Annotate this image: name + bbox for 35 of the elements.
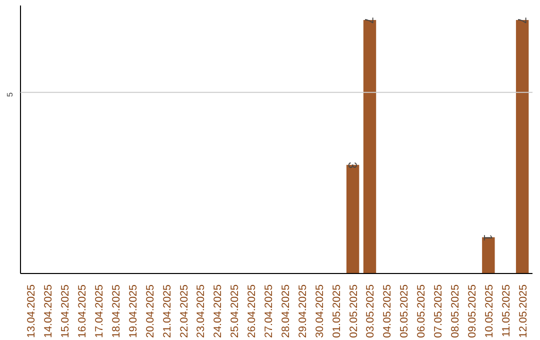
- x-tick-label: 14.04.2025: [42, 284, 55, 338]
- x-tick-label: 16.04.2025: [76, 284, 89, 338]
- x-tick-label: 29.04.2025: [296, 284, 309, 338]
- data-label: 3: [345, 162, 360, 169]
- x-tick-label: 11.05.2025: [500, 284, 512, 338]
- x-tick-label: 09.05.2025: [466, 284, 478, 338]
- x-tick-label: 26.04.2025: [246, 284, 258, 338]
- x-tick-label: 15.04.2025: [60, 284, 72, 338]
- data-label: 7: [514, 16, 529, 24]
- x-tick-label: 07.05.2025: [432, 284, 445, 338]
- x-tick-label: 25.04.2025: [229, 284, 242, 338]
- x-tick-label: 01.05.2025: [330, 284, 343, 338]
- x-tick-label: 03.05.2025: [364, 284, 377, 338]
- x-tick-label: 23.04.2025: [195, 284, 208, 338]
- x-tick-label: 18.04.2025: [110, 284, 122, 338]
- x-tick-label: 06.05.2025: [416, 284, 428, 338]
- x-tick-label: 21.04.2025: [161, 284, 174, 338]
- ref-line-label: 5: [6, 92, 14, 97]
- x-tick-label: 10.05.2025: [483, 284, 496, 338]
- x-tick-label: 02.05.2025: [348, 284, 360, 338]
- x-tick-label: 28.04.2025: [280, 284, 292, 338]
- x-tick-label: 27.04.2025: [263, 284, 276, 338]
- x-tick-label: 20.04.2025: [144, 284, 156, 338]
- x-tick-label: 19.04.2025: [127, 284, 140, 338]
- x-tick-label: 05.05.2025: [398, 284, 411, 338]
- x-tick-label: 22.04.2025: [178, 284, 190, 338]
- x-tick-label: 13.04.2025: [26, 284, 38, 338]
- x-tick-label: 08.05.2025: [450, 284, 462, 338]
- x-tick-label: 24.04.2025: [212, 284, 224, 338]
- x-tick-label: 12.05.2025: [517, 284, 530, 338]
- data-label: 1: [480, 234, 495, 242]
- x-tick-label: 04.05.2025: [382, 284, 394, 338]
- data-label: 7: [362, 16, 376, 24]
- x-tick-label: 17.04.2025: [93, 284, 106, 338]
- x-tick-label: 30.04.2025: [314, 284, 326, 338]
